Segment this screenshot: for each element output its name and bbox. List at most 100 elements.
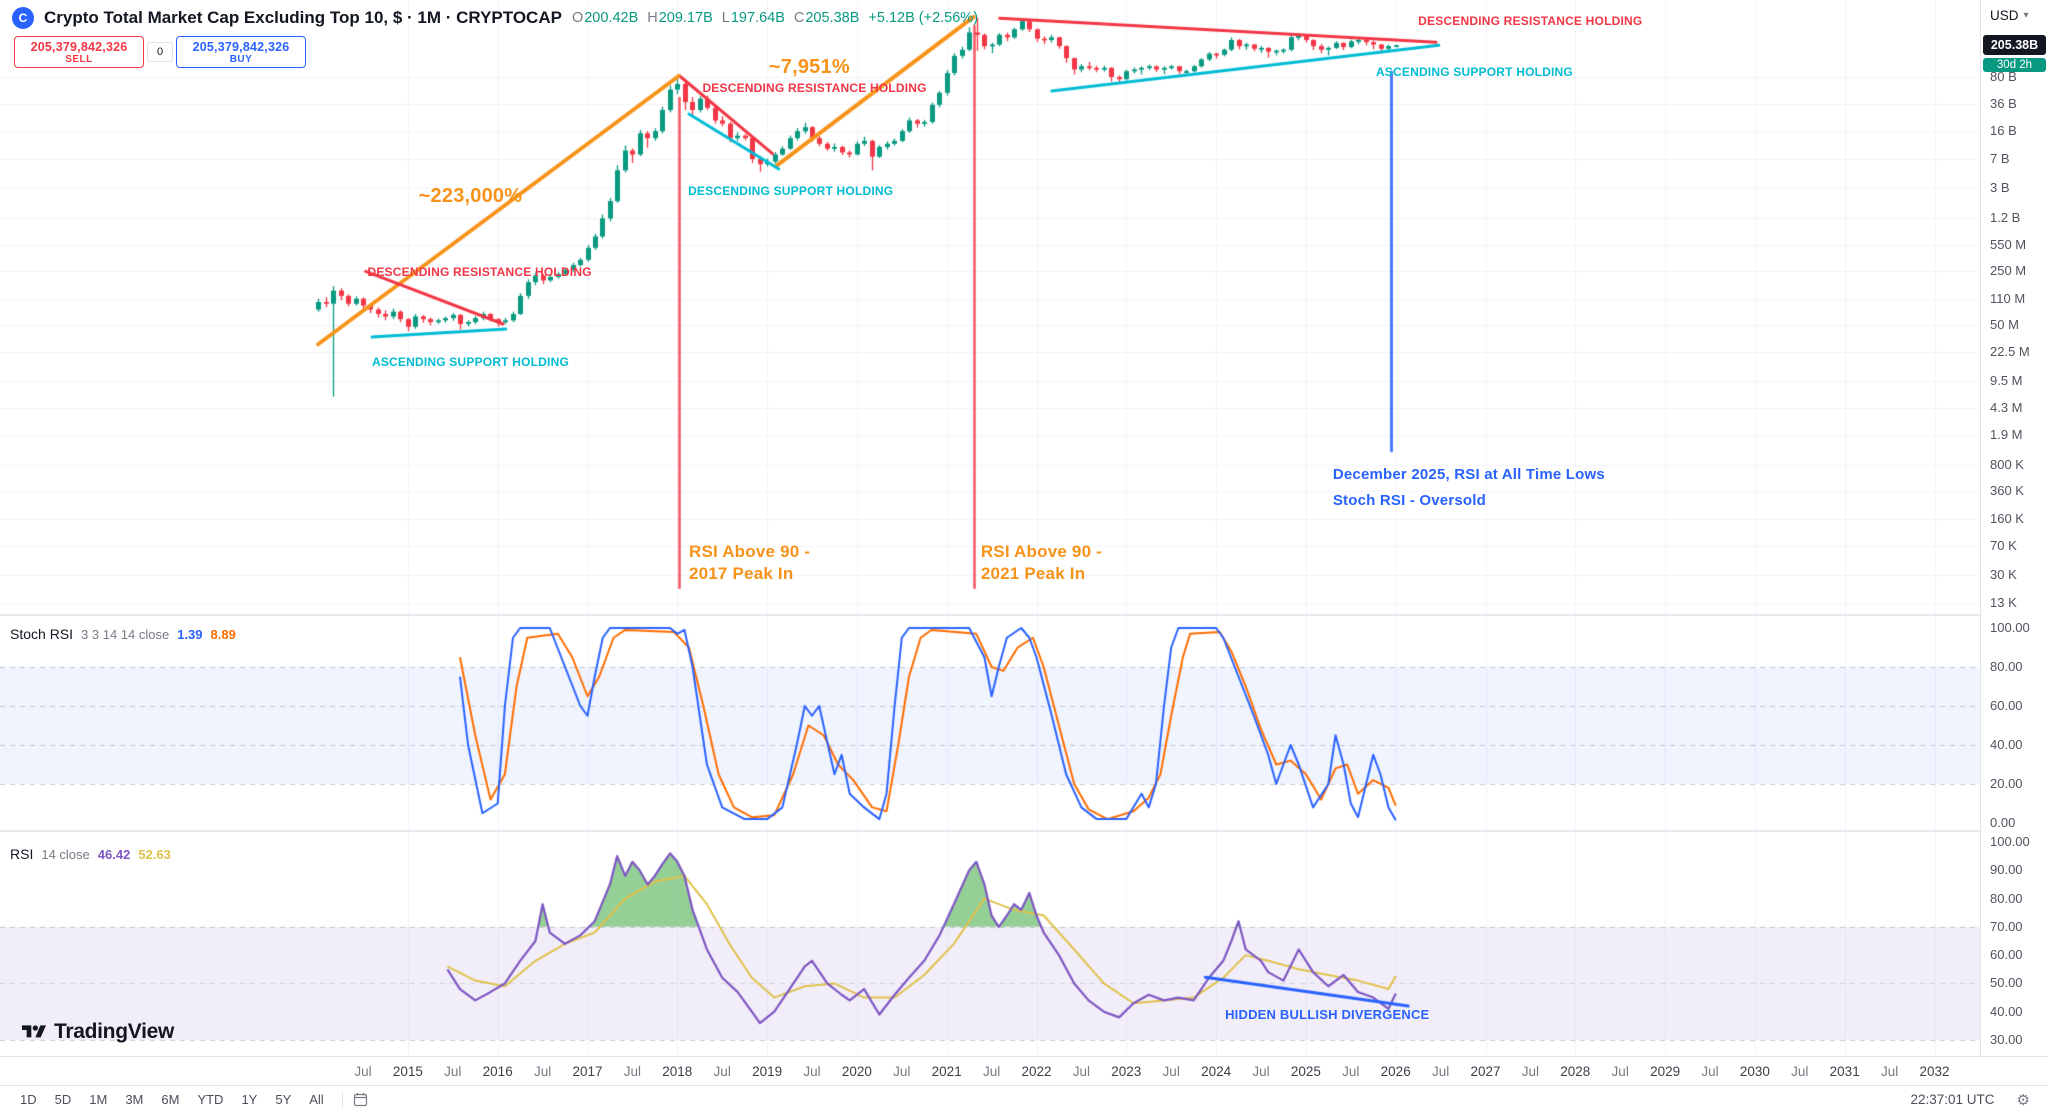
- time-tick-label: Jul: [1252, 1064, 1270, 1079]
- price-tick-label: 50.00: [1990, 975, 2023, 991]
- range-button-1y[interactable]: 1Y: [241, 1092, 258, 1107]
- time-tick-label: 2019: [752, 1064, 783, 1079]
- time-tick-label: Jul: [1072, 1064, 1091, 1079]
- time-tick-label: 2026: [1380, 1064, 1411, 1079]
- ohlc-readout: O200.42B H209.17B L197.64B C205.38B +5.1…: [572, 10, 978, 26]
- price-tick-label: 100.00: [1990, 620, 2030, 635]
- stoch-d-value: 8.89: [210, 627, 236, 642]
- symbol-logo-icon: C: [12, 7, 34, 29]
- chart-canvas[interactable]: [0, 0, 1980, 1056]
- time-tick-label: Jul: [1162, 1064, 1180, 1079]
- time-tick-label: Jul: [1701, 1064, 1719, 1079]
- price-tick-label: 22.5 M: [1990, 344, 2030, 360]
- price-tick-label: 550 M: [1990, 236, 2027, 252]
- price-tick-label: 40.00: [1990, 737, 2023, 752]
- ohlc-open-label: O: [571, 10, 584, 26]
- ohlc-change-value: +5.12B (+2.56%): [868, 10, 979, 26]
- chevron-down-icon: ▾: [2023, 10, 2029, 21]
- price-tick-label: 360 K: [1990, 483, 2024, 499]
- rsi-legend-params: 14 close: [41, 847, 90, 862]
- tradingview-wordmark: TradingView: [54, 1020, 175, 1043]
- last-price-badge: 205.38B: [1983, 35, 2046, 55]
- time-tick-label: Jul: [354, 1064, 372, 1079]
- price-tick-label: 1.9 M: [1990, 427, 2023, 443]
- price-tick-label: 160 K: [1990, 510, 2024, 526]
- range-buttons: 1D 5D 1M 3M 6M YTD 1Y 5Y All: [12, 1090, 332, 1109]
- price-tick-label: 0.00: [1990, 815, 2016, 830]
- time-tick-label: Jul: [803, 1064, 821, 1079]
- bar-countdown-badge: 30d 2h: [1983, 58, 2046, 72]
- currency-selector[interactable]: USD ▾: [1990, 8, 2029, 23]
- price-tick-label: 90.00: [1990, 862, 2023, 878]
- time-tick-label: 2016: [482, 1064, 513, 1079]
- ohlc-high-label: H: [647, 10, 658, 26]
- price-tick-label: 800 K: [1990, 456, 2024, 472]
- range-button-6m[interactable]: 6M: [161, 1092, 180, 1107]
- time-tick-label: Jul: [893, 1064, 911, 1079]
- stoch-rsi-legend: Stoch RSI 3 3 14 14 close 1.39 8.89: [10, 626, 236, 642]
- pane-separator[interactable]: [0, 830, 1980, 832]
- range-button-5d[interactable]: 5D: [54, 1092, 72, 1107]
- go-to-date-button[interactable]: [353, 1092, 368, 1107]
- buy-price: 205,379,842,326: [192, 40, 290, 54]
- time-tick-label: 2029: [1650, 1064, 1681, 1079]
- time-tick-label: Jul: [1342, 1064, 1360, 1079]
- stoch-rsi-legend-params: 3 3 14 14 close: [81, 627, 170, 642]
- price-tick-label: 70.00: [1990, 918, 2023, 934]
- time-tick-label: Jul: [444, 1064, 462, 1079]
- price-tick-label: 16 B: [1990, 123, 2017, 139]
- range-button-3m[interactable]: 3M: [125, 1092, 144, 1107]
- price-tick-label: 30.00: [1990, 1032, 2023, 1047]
- price-tick-label: 13 K: [1990, 595, 2017, 611]
- range-button-ytd[interactable]: YTD: [197, 1092, 224, 1107]
- ohlc-close-label: C: [793, 10, 805, 26]
- range-button-all[interactable]: All: [309, 1092, 324, 1107]
- currency-label: USD: [1990, 8, 2019, 23]
- tradingview-logo-icon: [22, 1025, 46, 1038]
- time-tick-label: Jul: [982, 1064, 1001, 1079]
- time-tick-label: Jul: [533, 1064, 552, 1079]
- gear-icon[interactable]: ⚙: [2016, 1091, 2030, 1109]
- time-tick-label: 2020: [841, 1064, 872, 1079]
- time-tick-label: 2031: [1829, 1064, 1860, 1079]
- price-tick-label: 70 K: [1990, 538, 2017, 554]
- time-tick-label: Jul: [1611, 1064, 1629, 1079]
- price-tick-label: 250 M: [1990, 263, 2027, 279]
- rsi-legend-title[interactable]: RSI: [10, 846, 34, 862]
- ohlc-close-value: 205.38B: [805, 10, 860, 26]
- range-button-1m[interactable]: 1M: [89, 1092, 108, 1107]
- range-button-5y[interactable]: 5Y: [275, 1092, 292, 1107]
- time-tick-label: 2023: [1111, 1064, 1142, 1079]
- time-axis[interactable]: Jul 2015 Jul 2016 Jul 2017 Jul 2018 Jul 2019 Jul 20…: [0, 1056, 2048, 1085]
- price-tick-label: 7 B: [1990, 150, 2010, 166]
- pane-separator[interactable]: [0, 614, 1980, 616]
- symbol-title[interactable]: Crypto Total Market Cap Excluding Top 10…: [44, 8, 562, 27]
- trade-panel: 205,379,842,326 SELL 0 205,379,842,326 B…: [14, 36, 306, 68]
- price-tick-label: 50 M: [1990, 317, 2019, 333]
- ohlc-low-value: 197.64B: [730, 10, 785, 26]
- buy-button[interactable]: 205,379,842,326 BUY: [176, 36, 306, 68]
- time-tick-label: Jul: [1431, 1064, 1450, 1079]
- time-tick-label: Jul: [623, 1064, 642, 1079]
- tradingview-watermark[interactable]: TradingView: [22, 1020, 174, 1044]
- sell-price: 205,379,842,326: [30, 40, 128, 54]
- range-button-1d[interactable]: 1D: [20, 1092, 37, 1107]
- time-tick-label: Jul: [1791, 1064, 1809, 1079]
- price-tick-label: 1.2 B: [1990, 210, 2021, 226]
- clock-utc[interactable]: 22:37:01 UTC: [1910, 1092, 1995, 1107]
- stoch-k-value: 1.39: [177, 627, 203, 642]
- price-tick-label: 30 K: [1990, 567, 2017, 582]
- time-tick-label: 2028: [1560, 1064, 1591, 1079]
- time-tick-label: Jul: [1521, 1064, 1540, 1079]
- calendar-icon: [353, 1093, 367, 1107]
- stoch-rsi-legend-title[interactable]: Stoch RSI: [10, 626, 74, 642]
- time-tick-label: 2024: [1201, 1064, 1232, 1079]
- price-scale[interactable]: USD ▾ 205.38B 30d 2h 80 B 36 B 16 B 7 B 3 B 1…: [1980, 0, 2048, 1056]
- price-tick-label: 40.00: [1990, 1003, 2023, 1019]
- price-tick-label: 110 M: [1990, 290, 2026, 306]
- rsi-legend: RSI 14 close 46.42 52.63: [10, 846, 171, 862]
- toolbar-divider: [341, 1091, 343, 1108]
- time-tick-label: 2015: [392, 1064, 423, 1079]
- sell-button[interactable]: 205,379,842,326 SELL: [14, 36, 144, 68]
- price-tick-label: 60.00: [1990, 947, 2023, 963]
